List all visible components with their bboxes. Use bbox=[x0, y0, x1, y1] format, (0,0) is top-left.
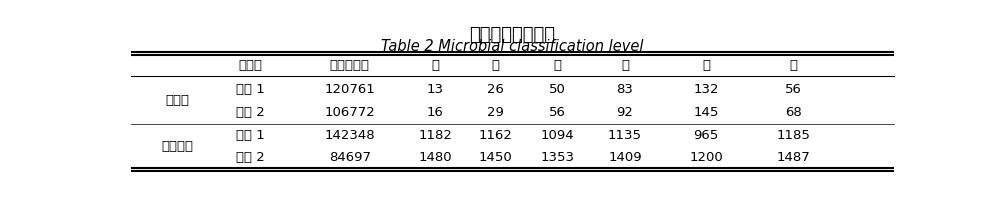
Text: 56: 56 bbox=[549, 105, 566, 119]
Text: 13: 13 bbox=[426, 83, 444, 96]
Text: 样品 1: 样品 1 bbox=[236, 129, 265, 142]
Text: 16: 16 bbox=[427, 105, 443, 119]
Text: 1094: 1094 bbox=[541, 129, 574, 142]
Text: 硝化菌: 硝化菌 bbox=[166, 94, 190, 107]
Text: 目: 目 bbox=[553, 59, 561, 72]
Text: 56: 56 bbox=[785, 83, 801, 96]
Text: 1450: 1450 bbox=[479, 151, 512, 164]
Text: 属: 属 bbox=[702, 59, 710, 72]
Text: 92: 92 bbox=[616, 105, 633, 119]
Text: 1409: 1409 bbox=[608, 151, 642, 164]
Text: 965: 965 bbox=[694, 129, 719, 142]
Text: 门: 门 bbox=[431, 59, 439, 72]
Text: 有效测序量: 有效测序量 bbox=[330, 59, 370, 72]
Text: Table 2 Microbial classification level: Table 2 Microbial classification level bbox=[381, 39, 644, 54]
Text: 样本名: 样本名 bbox=[239, 59, 263, 72]
Text: 反硝化菌: 反硝化菌 bbox=[162, 140, 194, 153]
Text: 106772: 106772 bbox=[324, 105, 375, 119]
Text: 145: 145 bbox=[694, 105, 719, 119]
Text: 1487: 1487 bbox=[776, 151, 810, 164]
Text: 83: 83 bbox=[616, 83, 633, 96]
Text: 26: 26 bbox=[487, 83, 504, 96]
Text: 种: 种 bbox=[789, 59, 797, 72]
Text: 样品 1: 样品 1 bbox=[236, 83, 265, 96]
Text: 1182: 1182 bbox=[418, 129, 452, 142]
Text: 1135: 1135 bbox=[608, 129, 642, 142]
Text: 142348: 142348 bbox=[324, 129, 375, 142]
Text: 1200: 1200 bbox=[689, 151, 723, 164]
Text: 29: 29 bbox=[487, 105, 504, 119]
Text: 1353: 1353 bbox=[540, 151, 574, 164]
Text: 132: 132 bbox=[694, 83, 719, 96]
Text: 1162: 1162 bbox=[479, 129, 512, 142]
Text: 68: 68 bbox=[785, 105, 801, 119]
Text: 科: 科 bbox=[621, 59, 629, 72]
Text: 50: 50 bbox=[549, 83, 566, 96]
Text: 纲: 纲 bbox=[491, 59, 499, 72]
Text: 1185: 1185 bbox=[776, 129, 810, 142]
Text: 120761: 120761 bbox=[324, 83, 375, 96]
Text: 样品 2: 样品 2 bbox=[236, 105, 265, 119]
Text: 样品 2: 样品 2 bbox=[236, 151, 265, 164]
Text: 84697: 84697 bbox=[329, 151, 371, 164]
Text: 微生物各分类水平: 微生物各分类水平 bbox=[470, 26, 556, 44]
Text: 1480: 1480 bbox=[418, 151, 452, 164]
